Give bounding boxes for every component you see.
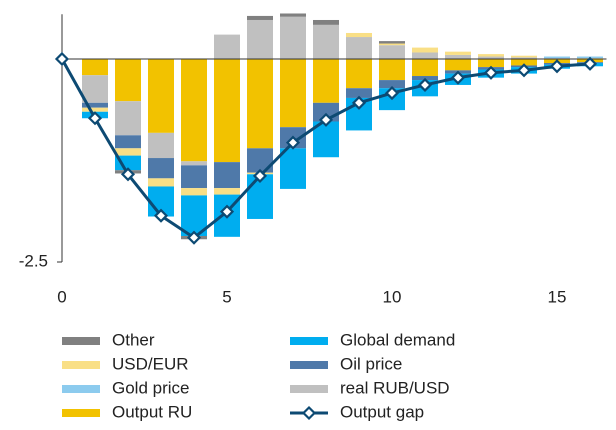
x-tick-label: 15 bbox=[548, 287, 567, 306]
output-gap-marker bbox=[186, 230, 202, 245]
bar-segment bbox=[280, 13, 306, 17]
legend-label: Global demand bbox=[340, 330, 455, 349]
bar-segment bbox=[478, 58, 504, 68]
output-gap-marker bbox=[252, 168, 268, 183]
bar-segment bbox=[82, 75, 108, 103]
x-tick-label: 5 bbox=[222, 287, 231, 306]
bar-segment bbox=[181, 188, 207, 196]
bar-segment bbox=[478, 56, 504, 59]
bar-segment bbox=[82, 107, 108, 112]
bar-segment bbox=[346, 58, 372, 89]
output-gap-marker bbox=[87, 111, 103, 126]
legend-label: Output gap bbox=[340, 402, 424, 421]
bar-segment bbox=[445, 51, 471, 55]
legend-label: Other bbox=[112, 330, 155, 349]
legend-label: real RUB/USD bbox=[340, 378, 450, 397]
bar-segment bbox=[82, 102, 108, 108]
bar-segment bbox=[379, 80, 405, 89]
bar-segment bbox=[115, 58, 141, 102]
bar-segment bbox=[445, 58, 471, 71]
bar-segment bbox=[82, 58, 108, 76]
bar-segment bbox=[115, 155, 141, 171]
bar-segment bbox=[115, 135, 141, 149]
output-gap-marker bbox=[54, 51, 70, 67]
output-gap-marker bbox=[219, 204, 235, 219]
bar-segment bbox=[280, 58, 306, 128]
legend-swatch bbox=[62, 337, 100, 345]
bar-segment bbox=[247, 19, 273, 59]
bar-segment bbox=[214, 58, 240, 163]
bar-segment bbox=[148, 58, 174, 133]
bar-segment bbox=[511, 57, 537, 59]
output-gap-marker bbox=[285, 135, 301, 150]
bar-segment bbox=[445, 54, 471, 59]
output-gap-marker bbox=[483, 65, 499, 80]
output-gap-marker bbox=[417, 77, 433, 93]
bar-segment bbox=[148, 158, 174, 179]
bar-segment bbox=[544, 56, 570, 59]
bar-segment bbox=[181, 161, 207, 166]
legend-label: Output RU bbox=[112, 402, 192, 421]
output-gap-marker bbox=[120, 167, 136, 182]
y-tick-label: -2.5 bbox=[19, 251, 48, 270]
bar-segment bbox=[181, 58, 207, 162]
output-gap-marker bbox=[153, 208, 169, 223]
legend-swatch bbox=[62, 385, 100, 393]
bar-segment bbox=[214, 162, 240, 189]
output-gap-marker bbox=[384, 86, 400, 101]
bar-segment bbox=[511, 55, 537, 58]
bar-segment bbox=[313, 19, 339, 25]
x-tick-label: 0 bbox=[57, 287, 66, 306]
bar-segment bbox=[379, 45, 405, 59]
bar-segment bbox=[247, 15, 273, 20]
legend-marker bbox=[301, 405, 317, 421]
bar-segment bbox=[478, 54, 504, 57]
bar-segment bbox=[115, 101, 141, 136]
legend-swatch bbox=[290, 337, 328, 345]
bar-segment bbox=[148, 132, 174, 159]
x-tick-label: 10 bbox=[383, 287, 402, 306]
bar-segment bbox=[247, 58, 273, 149]
legend-swatch bbox=[62, 409, 100, 417]
bar-segment bbox=[412, 58, 438, 77]
legend-label: Oil price bbox=[340, 354, 402, 373]
bar-segment bbox=[280, 148, 306, 189]
output-gap-marker bbox=[318, 112, 334, 127]
bar-segment bbox=[115, 148, 141, 156]
bar-segment bbox=[346, 88, 372, 98]
legend-swatch bbox=[62, 361, 100, 369]
bar-segment bbox=[346, 37, 372, 59]
bar-segment bbox=[214, 188, 240, 195]
bar-segment bbox=[148, 178, 174, 187]
legend-label: USD/EUR bbox=[112, 354, 189, 373]
bar-segment bbox=[214, 34, 240, 59]
legend-swatch bbox=[290, 361, 328, 369]
output-gap-marker bbox=[450, 70, 466, 85]
output-gap-marker bbox=[582, 56, 598, 71]
bar-segment bbox=[313, 58, 339, 103]
output-gap-marker bbox=[516, 63, 532, 78]
bar-segment bbox=[181, 165, 207, 189]
bar-segment bbox=[346, 32, 372, 38]
legend-swatch bbox=[290, 385, 328, 393]
bar-segment bbox=[379, 43, 405, 46]
bar-segment bbox=[412, 47, 438, 53]
bar-segment bbox=[379, 58, 405, 81]
output-gap-marker bbox=[351, 95, 367, 110]
bar-segment bbox=[412, 52, 438, 59]
bar-segment bbox=[280, 16, 306, 59]
legend-label: Gold price bbox=[112, 378, 189, 397]
bar-segment bbox=[511, 58, 537, 66]
output-gap-marker bbox=[549, 59, 565, 74]
bar-segment bbox=[313, 24, 339, 59]
bar-segment bbox=[379, 41, 405, 44]
